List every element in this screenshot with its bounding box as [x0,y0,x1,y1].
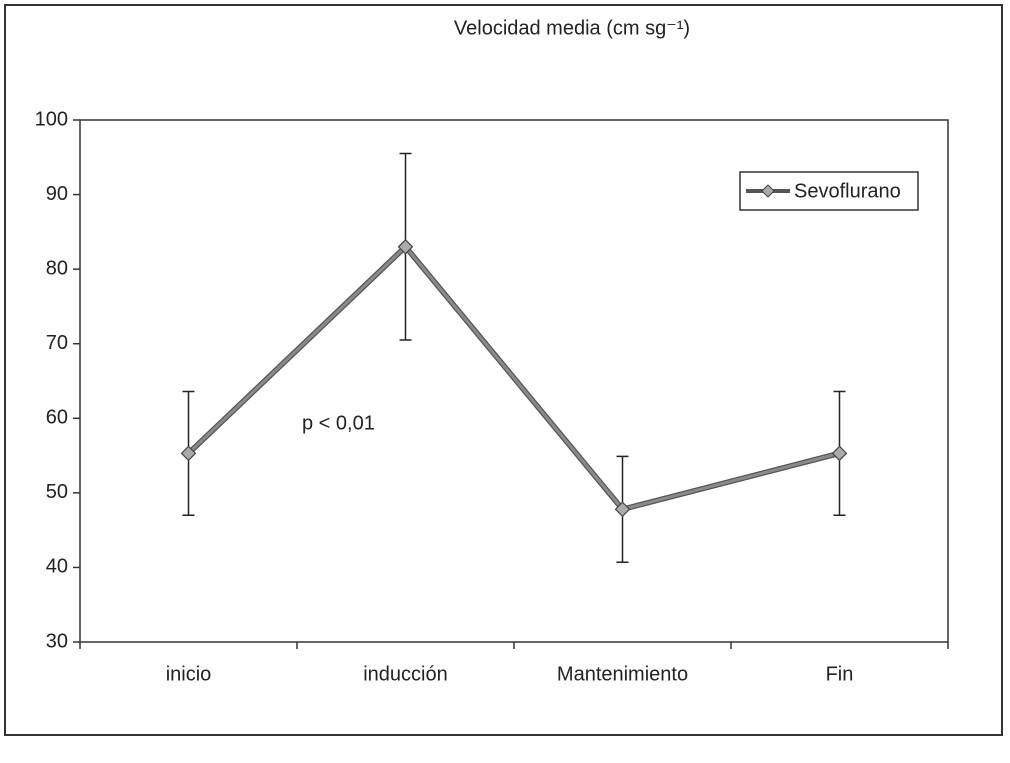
marker [180,445,197,462]
chart-title: Velocidad media (cm sg⁻¹) [454,17,690,39]
y-tick-label: 70 [46,332,68,354]
y-tick-label: 60 [46,407,68,429]
annotation: p < 0,01 [302,412,375,434]
x-tick-label: inducción [363,663,448,685]
marker [397,238,414,255]
line [187,244,840,511]
x-tick-label: Fin [826,663,854,685]
marker [614,501,631,518]
y-tick-label: 80 [46,257,68,279]
y-tick-label: 90 [46,183,68,205]
x-tick-label: inicio [166,663,212,685]
legend-marker [761,184,775,198]
frame [4,4,1003,736]
legend-label: Sevoflurano [794,180,901,202]
y-tick-label: 50 [46,481,68,503]
x-tick-label: Mantenimiento [557,663,688,685]
y-tick-label: 40 [46,556,68,578]
y-tick-label: 30 [46,630,68,652]
marker [831,445,848,462]
y-tick-label: 100 [35,108,68,130]
